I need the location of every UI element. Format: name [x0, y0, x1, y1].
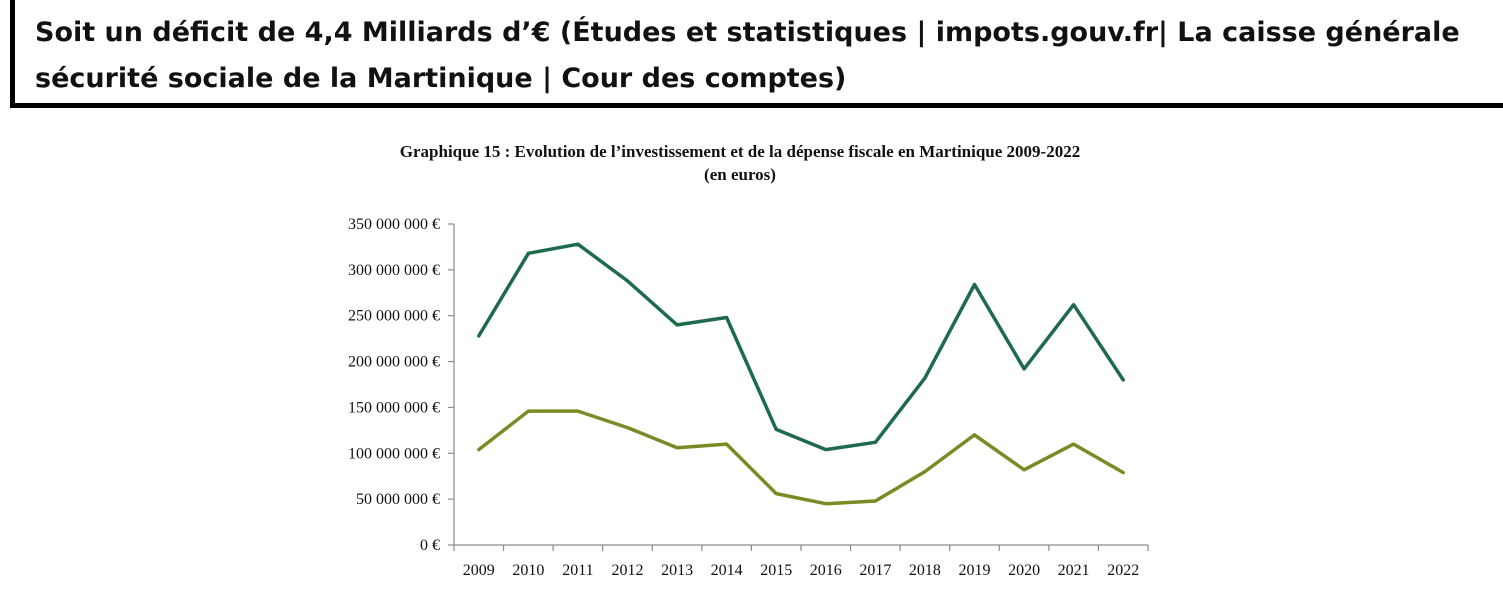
x-tick-label: 2013 [661, 562, 693, 579]
y-tick-label: 50 000 000 € [356, 491, 440, 508]
x-tick-label: 2012 [612, 562, 644, 579]
y-tick-label: 150 000 000 € [348, 399, 440, 416]
x-tick-label: 2020 [1008, 562, 1040, 579]
y-tick-label: 350 000 000 € [348, 216, 440, 233]
chart-area: Graphique 15 : Evolution de l’investisse… [0, 108, 1503, 607]
y-tick-label: 200 000 000 € [348, 354, 440, 371]
chart-title: Graphique 15 : Evolution de l’investisse… [399, 142, 1081, 161]
line-chart: 0 € 50 000 000 € 100 000 000 € 150 000 000 … [348, 216, 1149, 579]
chart-title-block: Graphique 15 : Evolution de l’investisse… [300, 140, 1180, 186]
y-tick-label: 100 000 000 € [348, 445, 440, 462]
x-tick-label: 2019 [959, 562, 991, 579]
header-box: Soit un déficit de 4,4 Milliards d’€ (Ét… [10, 0, 1503, 108]
series-line-1 [477, 242, 1125, 452]
x-tick-label: 2017 [859, 562, 891, 579]
x-tick-label: 2010 [512, 562, 544, 579]
y-tick-label: 250 000 000 € [348, 308, 440, 325]
series-line-2 [477, 409, 1125, 506]
header-text: Soit un déficit de 4,4 Milliards d’€ (Ét… [35, 17, 1470, 94]
axes-group: 0 € 50 000 000 € 100 000 000 € 150 000 000 … [348, 216, 1149, 579]
x-tick-label: 2021 [1058, 562, 1090, 579]
series-group [477, 242, 1125, 506]
x-tick-label: 2014 [711, 562, 743, 579]
x-tick-label: 2016 [810, 562, 842, 579]
x-tick-label: 2022 [1107, 562, 1139, 579]
x-tick-label: 2018 [909, 562, 941, 579]
x-tick-label: 2011 [562, 562, 593, 579]
y-tick-label: 300 000 000 € [348, 262, 440, 279]
x-tick-label: 2015 [760, 562, 792, 579]
chart-subtitle: (en euros) [704, 165, 776, 184]
y-tick-label: 0 € [420, 537, 440, 554]
x-tick-label: 2009 [463, 562, 495, 579]
